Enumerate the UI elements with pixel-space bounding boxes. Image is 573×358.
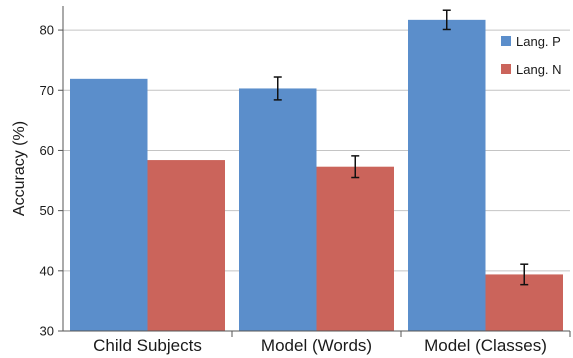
bars <box>70 19 563 332</box>
legend-swatch <box>501 36 511 46</box>
bar <box>70 78 148 332</box>
legend-label: Lang. P <box>516 34 561 49</box>
axes <box>58 6 571 337</box>
y-tick-label: 50 <box>40 203 54 218</box>
legend: Lang. P Lang. N <box>501 34 562 77</box>
bar <box>147 160 225 331</box>
y-tick-label: 40 <box>40 263 54 278</box>
x-category-label: Model (Classes) <box>424 336 547 355</box>
y-tick-label: 80 <box>40 23 54 38</box>
bar <box>239 88 317 331</box>
x-category-label: Model (Words) <box>261 336 372 355</box>
y-tick-label: 30 <box>40 324 54 339</box>
bar <box>316 166 394 331</box>
y-tick-label: 70 <box>40 83 54 98</box>
x-category-label: Child Subjects <box>93 336 202 355</box>
y-tick-labels: 30 40 50 60 70 80 <box>40 23 54 339</box>
y-axis-title: Accuracy (%) <box>11 121 28 216</box>
legend-label: Lang. N <box>516 62 562 77</box>
y-tick-label: 60 <box>40 143 54 158</box>
legend-swatch <box>501 64 511 74</box>
bar <box>408 19 486 332</box>
x-category-labels: Child Subjects Model (Words) Model (Classe… <box>93 336 547 355</box>
error-bars <box>273 9 529 286</box>
